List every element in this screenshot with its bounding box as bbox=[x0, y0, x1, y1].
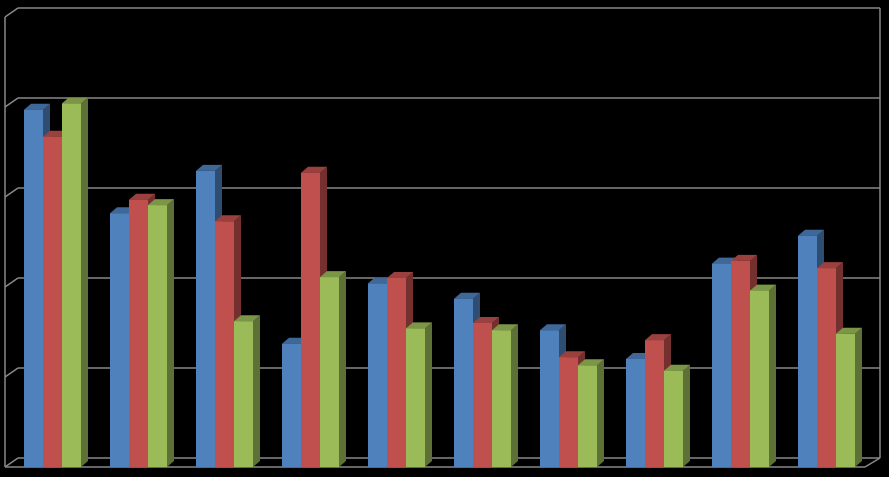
bar bbox=[817, 268, 836, 467]
bar-side bbox=[683, 364, 690, 467]
bar-top bbox=[301, 166, 327, 173]
bar-top bbox=[24, 103, 50, 110]
bar-top bbox=[148, 199, 174, 206]
bar-top bbox=[473, 317, 499, 323]
bar-top bbox=[731, 254, 757, 261]
bar-top bbox=[798, 229, 824, 236]
bar-top bbox=[750, 284, 776, 291]
bar-top bbox=[492, 324, 518, 331]
bar-side bbox=[855, 327, 862, 467]
bar-top bbox=[234, 315, 260, 322]
bar bbox=[492, 330, 511, 467]
bar bbox=[301, 172, 320, 467]
bar bbox=[43, 136, 62, 467]
bar-side bbox=[597, 359, 604, 467]
bar-top bbox=[215, 215, 241, 222]
side-grid-line bbox=[4, 277, 19, 288]
bar bbox=[215, 221, 234, 467]
bar bbox=[129, 199, 148, 467]
side-grid-line bbox=[4, 187, 19, 198]
floor-edge bbox=[864, 457, 881, 468]
bar bbox=[62, 103, 81, 468]
bar bbox=[645, 340, 664, 467]
side-grid-line bbox=[4, 7, 19, 18]
side-grid-line bbox=[4, 97, 19, 108]
bar bbox=[750, 290, 769, 467]
bar-top bbox=[540, 324, 566, 331]
bar bbox=[836, 333, 855, 467]
bar bbox=[406, 328, 425, 467]
bar-side bbox=[253, 315, 260, 467]
bar-side bbox=[511, 324, 518, 467]
bar bbox=[540, 330, 559, 467]
bar-top bbox=[559, 351, 585, 358]
bar-side bbox=[339, 271, 346, 467]
bar-top bbox=[406, 322, 432, 329]
bar bbox=[454, 298, 473, 467]
bar bbox=[626, 359, 645, 467]
bar bbox=[559, 357, 578, 467]
bar-top bbox=[664, 364, 690, 371]
bar-top bbox=[645, 334, 671, 341]
bar bbox=[473, 323, 492, 467]
bar-side bbox=[167, 199, 174, 467]
bar bbox=[798, 235, 817, 467]
bar-top bbox=[454, 292, 480, 299]
bar-top bbox=[387, 272, 413, 278]
bar bbox=[731, 260, 750, 467]
bar bbox=[368, 283, 387, 467]
bar bbox=[24, 109, 43, 467]
side-grid-line bbox=[4, 457, 19, 468]
bar bbox=[196, 170, 215, 467]
bar-top bbox=[62, 97, 88, 104]
bar-side bbox=[425, 322, 432, 467]
bar-top bbox=[320, 271, 346, 278]
bar bbox=[148, 205, 167, 467]
bar-top bbox=[578, 359, 604, 366]
side-grid-line bbox=[4, 367, 19, 378]
bar bbox=[110, 213, 129, 467]
bar-top bbox=[196, 164, 222, 171]
bar-top bbox=[817, 262, 843, 269]
bar bbox=[664, 370, 683, 467]
bar bbox=[320, 277, 339, 467]
bar bbox=[712, 263, 731, 467]
bar bbox=[234, 321, 253, 467]
bar-side bbox=[769, 284, 776, 467]
bar-side bbox=[81, 97, 88, 468]
bar bbox=[578, 365, 597, 467]
bar bbox=[387, 278, 406, 467]
bar bbox=[282, 343, 301, 467]
bar-top bbox=[836, 327, 862, 334]
bar-top bbox=[129, 193, 155, 200]
